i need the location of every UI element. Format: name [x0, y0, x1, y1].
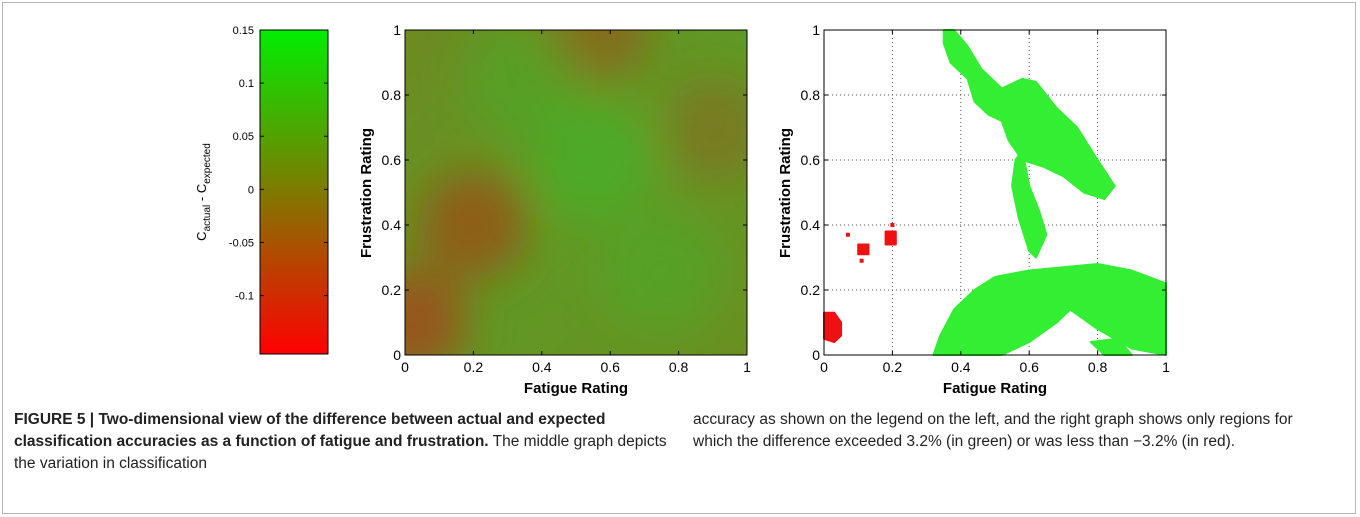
heatmap-axes: 0 0.2 0.4 0.6 0.8 1 0 0.2 0.4 0.6 0.8 1 [382, 22, 752, 375]
heatmap-image [405, 30, 747, 355]
figure-panels: 0.15 0.1 0.05 0 -0.05 -0.1 Cactual - Cexpecte… [194, 22, 1170, 397]
heatmap-high-region [464, 30, 585, 139]
colorbar-gradient [259, 29, 329, 355]
x-tick-label: 1 [1162, 359, 1170, 375]
colorbar-tick-label: -0.1 [235, 291, 254, 303]
y-tick-label: 0 [812, 347, 820, 363]
y-tick-label: 1 [812, 22, 820, 38]
threshold-xlabel: Fatigue Rating [943, 380, 1047, 397]
x-tick-label: 0.2 [464, 359, 484, 375]
heatmap-panel: 0 0.2 0.4 0.6 0.8 1 0 0.2 0.4 0.6 0.8 1 Fatigue Rat… [358, 22, 752, 397]
heatmap-ylabel: Frustration Rating [358, 128, 375, 258]
x-tick-label: 0.8 [669, 359, 689, 375]
threshold-panel: 0 0.2 0.4 0.6 0.8 1 0 0.2 0.4 0.6 0.8 1 Fatigue Rat… [777, 22, 1170, 397]
x-tick-label: 0.4 [951, 359, 971, 375]
figure-label: FIGURE 5 | [14, 411, 95, 428]
colorbar-label: Cactual - Cexpected [194, 143, 213, 241]
y-tick-label: 1 [393, 22, 401, 38]
x-tick-label: 0 [820, 359, 828, 375]
threshold-point [890, 223, 895, 227]
y-tick-label: 0.6 [801, 152, 821, 168]
threshold-region [1004, 94, 1031, 116]
threshold-ylabel: Frustration Rating [777, 128, 794, 258]
y-tick-label: 0.4 [382, 217, 402, 233]
x-tick-label: 1 [743, 359, 751, 375]
x-tick-label: 0.2 [883, 359, 903, 375]
x-tick-label: 0 [401, 359, 409, 375]
x-tick-label: 0.4 [532, 359, 552, 375]
threshold-regions [823, 29, 1167, 356]
caption-text-2: accuracy as shown on the legend on the l… [693, 411, 1293, 450]
threshold-region [884, 230, 897, 246]
caption-text-1: The middle graph depicts the variation i… [14, 433, 667, 472]
y-tick-label: 0 [393, 347, 401, 363]
x-tick-label: 0.8 [1088, 359, 1108, 375]
colorbar-tick-label: 0.15 [233, 25, 254, 37]
threshold-region [942, 29, 1116, 200]
y-tick-label: 0.2 [382, 282, 402, 298]
x-tick-label: 0.6 [600, 359, 620, 375]
figure-title: Two-dimensional view of the difference b… [14, 411, 606, 450]
heatmap-low-region [405, 267, 467, 355]
threshold-point [845, 232, 850, 237]
heatmap-high-region [533, 100, 654, 220]
y-tick-label: 0.2 [801, 282, 821, 298]
y-tick-label: 0.8 [382, 87, 402, 103]
heatmap-xlabel: Fatigue Rating [524, 380, 628, 397]
caption-right: accuracy as shown on the legend on the l… [693, 409, 1333, 453]
colorbar-tick-label: 0.05 [233, 131, 254, 143]
heatmap-low-region [657, 72, 747, 183]
threshold-region [823, 311, 843, 343]
threshold-axes: 0 0.2 0.4 0.6 0.8 1 0 0.2 0.4 0.6 0.8 1 [801, 22, 1171, 375]
y-tick-label: 0.8 [801, 87, 821, 103]
heatmap-high-region [601, 213, 722, 334]
threshold-region [1011, 149, 1048, 259]
x-tick-label: 0.6 [1019, 359, 1039, 375]
y-tick-label: 0.6 [382, 152, 402, 168]
colorbar-tick-label: 0 [248, 184, 254, 196]
colorbar-ticks: 0.15 0.1 0.05 0 -0.05 -0.1 [229, 25, 328, 303]
y-tick-label: 0.4 [801, 217, 821, 233]
colorbar-tick-label: 0.1 [239, 78, 254, 90]
colorbar-tick-label: -0.05 [229, 237, 254, 249]
threshold-region [857, 243, 870, 256]
heatmap-low-region [418, 170, 529, 280]
threshold-region [932, 263, 1167, 356]
colorbar: 0.15 0.1 0.05 0 -0.05 -0.1 Cactual - Cexpecte… [194, 25, 329, 355]
threshold-point [859, 258, 864, 263]
caption-left: FIGURE 5 | Two-dimensional view of the d… [14, 409, 674, 475]
